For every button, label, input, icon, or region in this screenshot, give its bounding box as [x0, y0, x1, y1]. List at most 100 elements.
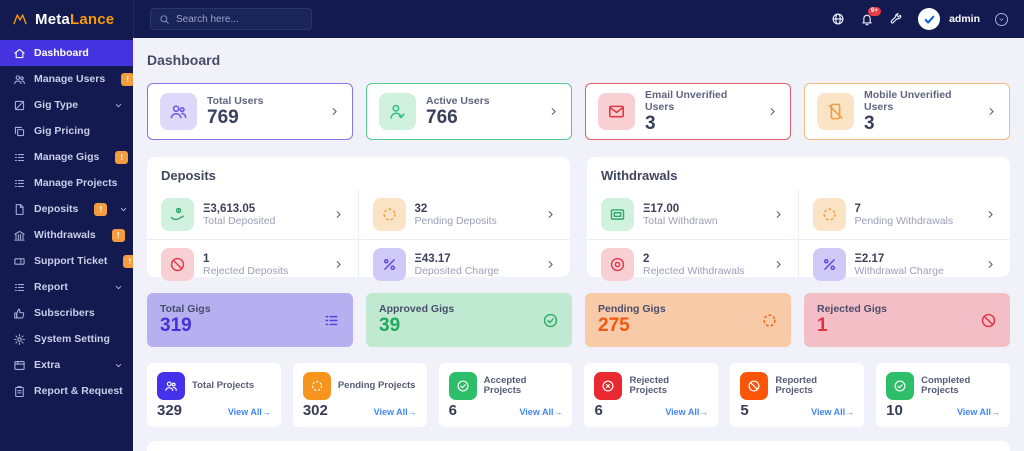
chevron-right-icon[interactable] — [986, 106, 997, 117]
bank-icon — [13, 229, 26, 242]
mini-value: Ξ2.17 — [854, 252, 885, 265]
page-title: Dashboard — [147, 52, 221, 68]
chevron-right-icon[interactable] — [773, 209, 784, 220]
view-all-link[interactable]: View All→ — [227, 407, 271, 417]
deposits-panel: Deposits Ξ3,613.05 Total Deposited 32 — [147, 157, 571, 289]
mini-value: 7 — [854, 202, 861, 215]
view-all-link[interactable]: View All→ — [956, 407, 1000, 417]
brand-name-secondary: Lance — [69, 10, 115, 28]
mini-label: Rejected Deposits — [203, 264, 289, 277]
sidebar-item-report[interactable]: Report — [0, 274, 133, 300]
sidebar: MetaLance Dashboard Manage Users ! Gig T… — [0, 0, 166, 451]
gig-card-pending[interactable]: Pending Gigs 275 — [585, 293, 791, 347]
stat-label: Email Unverified Users — [645, 88, 728, 113]
deposits-rejected-item[interactable]: 1 Rejected Deposits — [147, 239, 359, 289]
ticket-icon — [13, 255, 26, 268]
sidebar-item-gig-pricing[interactable]: Gig Pricing — [0, 118, 133, 144]
chevron-right-icon[interactable] — [548, 106, 559, 117]
search-box[interactable] — [150, 8, 312, 30]
gig-value: 319 — [160, 314, 192, 336]
notifications-button[interactable]: 9+ — [860, 7, 882, 26]
gig-card-rejected[interactable]: Rejected Gigs 1 — [804, 293, 1010, 347]
chevron-down-icon[interactable] — [114, 283, 123, 292]
alert-badge: ! — [94, 202, 108, 216]
stat-card-active-users[interactable]: Active Users 766 — [366, 83, 572, 140]
sidebar-item-subscribers[interactable]: Subscribers — [0, 300, 133, 326]
language-globe-icon[interactable] — [831, 12, 845, 26]
sidebar-item-manage-projects[interactable]: Manage Projects ! — [0, 170, 166, 196]
view-all-link[interactable]: View All→ — [373, 407, 417, 417]
withdrawals-pending-item[interactable]: 7 Pending Withdrawals — [799, 190, 1011, 239]
withdrawals-charge-item[interactable]: Ξ2.17 Withdrawal Charge — [798, 239, 1010, 289]
home-icon — [13, 47, 26, 60]
username-label: admin — [949, 13, 980, 25]
sidebar-item-label: Report — [34, 281, 68, 293]
phone-slash-icon — [817, 93, 854, 130]
wrench-icon[interactable] — [889, 12, 903, 26]
user-menu-button[interactable] — [995, 12, 1008, 26]
avatar[interactable] — [918, 8, 941, 30]
brand-logo[interactable]: MetaLance — [0, 0, 133, 38]
view-all-link[interactable]: View All→ — [665, 407, 709, 417]
project-card-total: Total Projects 329 View All→ — [147, 363, 281, 427]
users-icon — [160, 93, 197, 130]
deposits-charge-item[interactable]: Ξ43.17 Deposited Charge — [358, 239, 570, 289]
withdrawals-total-item[interactable]: Ξ17.00 Total Withdrawn — [587, 190, 799, 239]
mini-label: Pending Deposits — [414, 214, 497, 227]
mini-value: 32 — [414, 202, 428, 215]
view-all-link[interactable]: View All→ — [811, 407, 855, 417]
sidebar-item-manage-gigs[interactable]: Manage Gigs ! — [0, 144, 148, 170]
chevron-right-icon[interactable] — [333, 209, 344, 220]
project-label: Accepted Projects — [483, 374, 527, 396]
stat-card-total-users[interactable]: Total Users 769 — [147, 83, 353, 140]
mini-label: Pending Withdrawals — [854, 214, 954, 227]
percent-icon — [372, 248, 406, 281]
chevron-down-icon[interactable] — [119, 205, 128, 214]
thumbs-up-icon — [13, 307, 26, 320]
gig-card-approved[interactable]: Approved Gigs 39 — [366, 293, 572, 347]
deposits-total-item[interactable]: Ξ3,613.05 Total Deposited — [147, 190, 359, 239]
sidebar-item-system-setting[interactable]: System Setting — [0, 326, 133, 352]
chevron-right-icon[interactable] — [545, 209, 556, 220]
chevron-down-icon[interactable] — [114, 361, 123, 370]
gig-card-total[interactable]: Total Gigs 319 — [147, 293, 353, 347]
search-input[interactable] — [176, 13, 303, 25]
mini-value: Ξ17.00 — [643, 202, 680, 215]
sidebar-item-extra[interactable]: Extra — [0, 352, 133, 378]
sidebar-item-label: Dashboard — [34, 47, 89, 59]
view-all-link[interactable]: View All→ — [519, 407, 563, 417]
deposits-pending-item[interactable]: 32 Pending Deposits — [359, 190, 571, 239]
check-circle-icon — [542, 312, 559, 329]
chevron-right-icon[interactable] — [329, 106, 340, 117]
sidebar-item-gig-type[interactable]: Gig Type — [0, 92, 133, 118]
project-value: 10 — [886, 402, 903, 419]
chevron-right-icon[interactable] — [773, 259, 784, 270]
gig-label: Approved Gigs — [379, 302, 455, 315]
users-icon — [157, 372, 185, 400]
sidebar-item-dashboard[interactable]: Dashboard — [0, 40, 133, 66]
sidebar-item-report-request[interactable]: Report & Request — [0, 378, 133, 404]
stat-card-email-unverified[interactable]: Email Unverified Users 3 — [585, 83, 791, 140]
project-card-rejected: Rejected Projects 6 View All→ — [584, 363, 719, 427]
chevron-right-icon[interactable] — [333, 259, 344, 270]
stat-cards-row: Total Users 769 Active Users 766 Email U… — [147, 83, 1010, 140]
sidebar-item-manage-users[interactable]: Manage Users ! — [0, 66, 154, 92]
ban-icon — [740, 372, 769, 400]
chevron-right-icon[interactable] — [545, 259, 556, 270]
chevron-right-icon[interactable] — [985, 209, 996, 220]
notification-count-badge: 9+ — [867, 7, 882, 16]
sidebar-item-label: Gig Type — [34, 99, 79, 111]
chevron-down-icon — [998, 16, 1005, 23]
sidebar-nav: Dashboard Manage Users ! Gig Type Gig Pr… — [0, 38, 166, 404]
chevron-down-icon[interactable] — [114, 101, 123, 110]
stat-value: 3 — [864, 112, 875, 134]
withdrawals-rejected-item[interactable]: 2 Rejected Withdrawals — [587, 239, 799, 289]
sidebar-item-withdrawals[interactable]: Withdrawals ! — [0, 222, 144, 248]
brand-m-icon — [10, 11, 30, 27]
stat-card-mobile-unverified[interactable]: Mobile Unverified Users 3 — [804, 83, 1010, 140]
sidebar-item-support-ticket[interactable]: Support Ticket ! — [0, 248, 156, 274]
chevron-right-icon[interactable] — [767, 106, 778, 117]
sidebar-item-deposits[interactable]: Deposits ! — [0, 196, 133, 222]
brand-name-primary: Meta — [35, 10, 70, 28]
chevron-right-icon[interactable] — [985, 259, 996, 270]
